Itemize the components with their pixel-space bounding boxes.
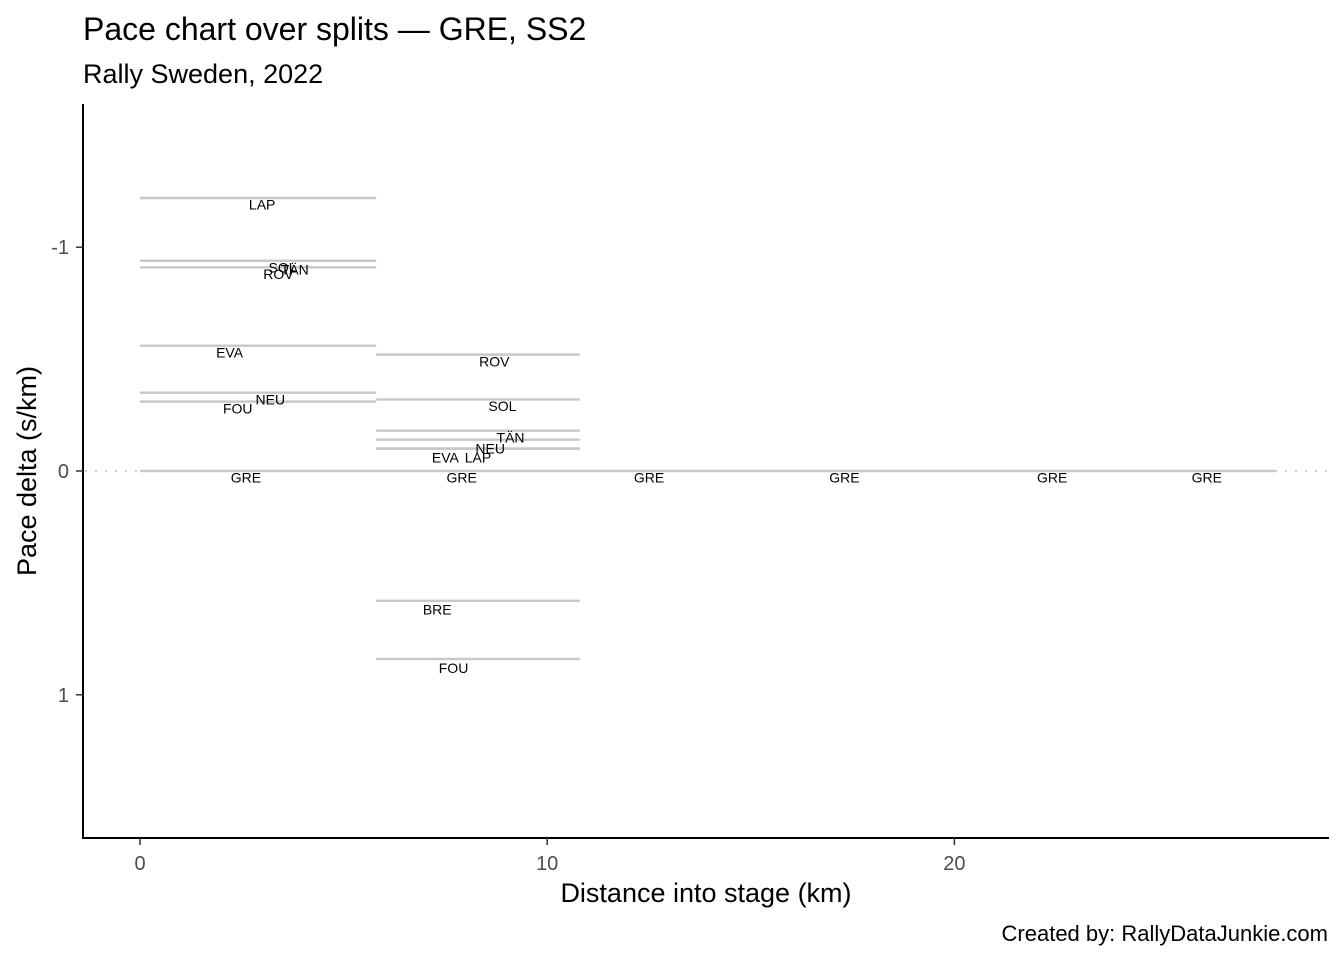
axis-ticks-layer: 0 10 20 -1 0 1 <box>51 237 965 875</box>
label-gre-20: GRE <box>1192 470 1222 486</box>
label-sol-9: SOL <box>488 398 516 414</box>
label-bre-15: BRE <box>423 602 452 618</box>
label-gre-19: GRE <box>1037 470 1067 486</box>
label-gre-14: GRE <box>447 470 477 486</box>
x-axis-title: Distance into stage (km) <box>560 878 851 908</box>
y-axis-title: Pace delta (s/km) <box>12 366 42 576</box>
x-tick-label-0: 0 <box>134 853 145 875</box>
label-neu-11: NEU <box>475 441 505 457</box>
x-tick-label-1: 10 <box>536 853 558 875</box>
label-rov-8: ROV <box>479 353 510 369</box>
segments-layer <box>140 196 1277 661</box>
label-lap-0: LAP <box>249 197 275 213</box>
label-eva-12: EVA <box>432 450 460 466</box>
label-gre-18: GRE <box>829 470 859 486</box>
label-tän-10: TÄN <box>497 429 525 445</box>
label-fou-6: FOU <box>223 400 253 416</box>
chart-subtitle: Rally Sweden, 2022 <box>83 59 323 89</box>
chart-title: Pace chart over splits — GRE, SS2 <box>83 11 586 47</box>
label-gre-17: GRE <box>634 470 664 486</box>
y-tick-label-1: 0 <box>58 461 69 483</box>
label-fou-16: FOU <box>439 660 469 676</box>
y-tick-label-0: -1 <box>51 237 69 259</box>
label-tän-2: TÄN <box>281 262 309 278</box>
label-neu-5: NEU <box>256 391 286 407</box>
label-lap-13: LAP <box>465 450 491 466</box>
chart-caption: Created by: RallyDataJunkie.com <box>1002 921 1328 946</box>
label-gre-7: GRE <box>231 470 261 486</box>
label-rov-3: ROV <box>263 266 294 282</box>
x-tick-label-2: 20 <box>943 853 965 875</box>
label-eva-4: EVA <box>216 344 244 360</box>
label-sol-1: SOL <box>269 259 297 275</box>
y-tick-label-2: 1 <box>58 685 69 707</box>
